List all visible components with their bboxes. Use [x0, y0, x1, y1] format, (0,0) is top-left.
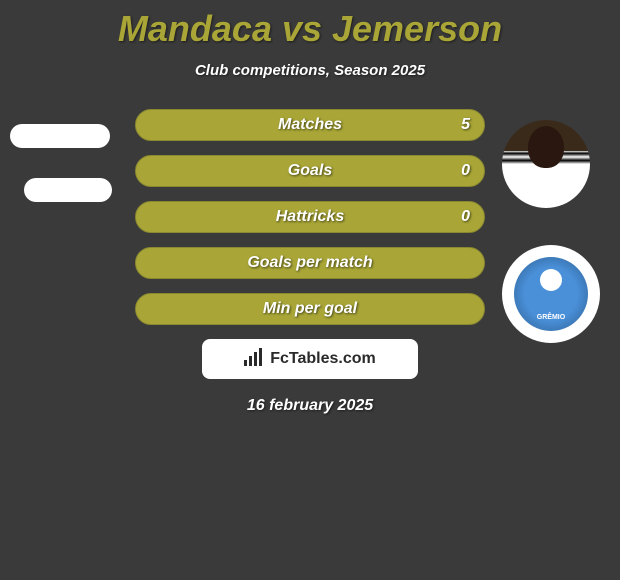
- stat-value-right: 0: [461, 162, 470, 180]
- stat-row-matches: Matches 5: [135, 109, 485, 141]
- stat-row-goals: Goals 0: [135, 155, 485, 187]
- stat-label: Goals per match: [247, 254, 372, 272]
- season-subtitle: Club competitions, Season 2025: [0, 62, 620, 79]
- stat-row-min-per-goal: Min per goal: [135, 293, 485, 325]
- stat-value-right: 0: [461, 208, 470, 226]
- date-text: 16 february 2025: [0, 397, 620, 415]
- stat-label: Hattricks: [276, 208, 344, 226]
- chart-icon: [244, 348, 264, 371]
- brand-box: FcTables.com: [202, 339, 418, 379]
- brand-text: FcTables.com: [270, 350, 376, 368]
- stat-value-right: 5: [461, 116, 470, 134]
- stat-label: Matches: [278, 116, 342, 134]
- stat-label: Goals: [288, 162, 332, 180]
- stat-label: Min per goal: [263, 300, 357, 318]
- stats-container: Matches 5 Goals 0 Hattricks 0 Goals per …: [0, 109, 620, 415]
- page-title: Mandaca vs Jemerson: [0, 0, 620, 50]
- stat-row-hattricks: Hattricks 0: [135, 201, 485, 233]
- stat-row-goals-per-match: Goals per match: [135, 247, 485, 279]
